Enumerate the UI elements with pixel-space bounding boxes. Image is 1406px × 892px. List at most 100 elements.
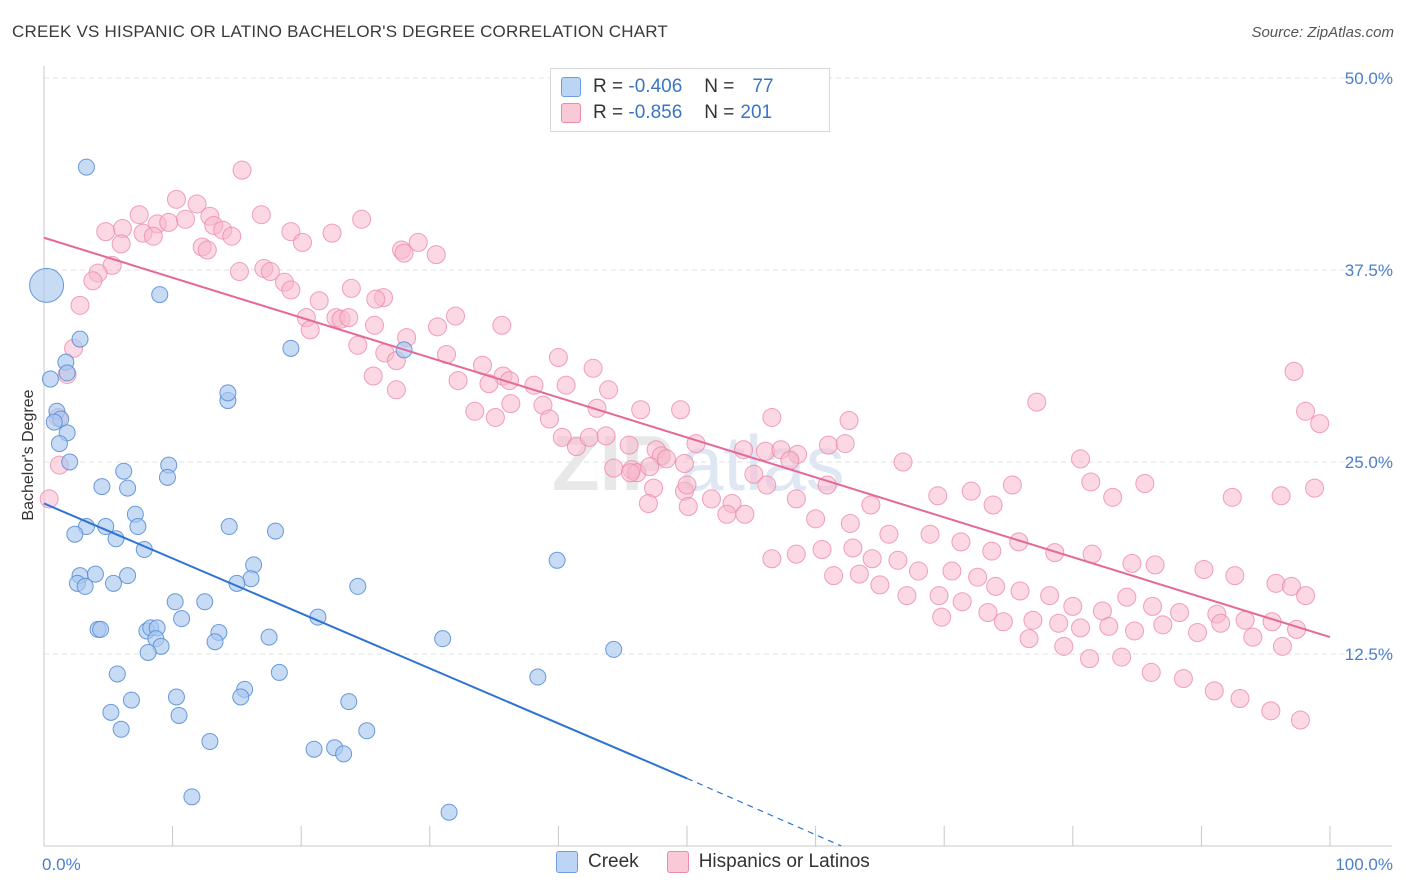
trend-line-hispanics	[43, 236, 1331, 639]
point-hispanics	[717, 504, 737, 524]
point-creek	[58, 364, 76, 382]
point-creek	[119, 567, 137, 585]
point-creek	[45, 413, 63, 431]
legend-r-value: -0.856	[628, 102, 683, 123]
point-hispanics	[1002, 475, 1022, 495]
point-creek	[50, 435, 68, 453]
point-hispanics	[566, 437, 586, 457]
legend-item-hispanics[interactable]: Hispanics or Latinos	[666, 851, 870, 873]
point-creek	[232, 688, 250, 706]
point-hispanics	[812, 540, 832, 560]
point-hispanics	[1284, 361, 1304, 381]
point-hispanics	[386, 380, 406, 400]
legend-r-label: R =	[593, 76, 624, 97]
point-hispanics	[83, 271, 103, 291]
point-hispanics	[479, 374, 499, 394]
point-hispanics	[640, 457, 660, 477]
point-hispanics	[1010, 581, 1030, 601]
point-hispanics	[539, 409, 559, 429]
trend-line-creek	[43, 502, 688, 780]
point-hispanics	[978, 603, 998, 623]
point-hispanics	[1040, 586, 1060, 606]
legend-n-label: N =	[704, 76, 735, 97]
point-creek	[166, 593, 184, 611]
point-hispanics	[762, 407, 782, 427]
point-hispanics	[843, 538, 863, 558]
point-creek	[71, 330, 89, 348]
legend-item-creek[interactable]: Creek	[556, 851, 639, 873]
point-hispanics	[835, 434, 855, 454]
point-hispanics	[260, 262, 280, 282]
point-hispanics	[1145, 555, 1165, 575]
point-hispanics	[1103, 487, 1123, 507]
point-hispanics	[1272, 636, 1292, 656]
point-hispanics	[232, 160, 252, 180]
point-hispanics	[292, 232, 312, 252]
point-hispanics	[1261, 701, 1281, 721]
point-hispanics	[448, 371, 468, 391]
point-hispanics	[187, 194, 207, 214]
point-hispanics	[309, 291, 329, 311]
point-hispanics	[861, 495, 881, 515]
point-creek	[29, 267, 65, 303]
point-hispanics	[929, 586, 949, 606]
point-hispanics	[1290, 710, 1310, 730]
point-hispanics	[678, 497, 698, 517]
point-creek	[139, 643, 157, 661]
point-hispanics	[166, 189, 186, 209]
point-hispanics	[1112, 647, 1132, 667]
point-hispanics	[159, 212, 179, 232]
point-hispanics	[677, 475, 697, 495]
point-hispanics	[1271, 486, 1291, 506]
point-creek	[245, 556, 263, 574]
point-hispanics	[839, 411, 859, 431]
legend-n-value: 201	[740, 102, 773, 123]
point-creek	[282, 339, 300, 357]
point-creek	[158, 468, 176, 486]
point-hispanics	[983, 495, 1003, 515]
point-creek	[358, 722, 376, 740]
point-hispanics	[1222, 487, 1242, 507]
point-creek	[183, 788, 201, 806]
point-hispanics	[492, 315, 512, 335]
point-hispanics	[674, 454, 694, 474]
x-tick-label: 100.0%	[1335, 855, 1393, 874]
point-hispanics	[818, 435, 838, 455]
point-hispanics	[701, 489, 721, 509]
legend-label-hispanics: Hispanics or Latinos	[698, 851, 870, 872]
point-hispanics	[762, 549, 782, 569]
point-hispanics	[1211, 613, 1231, 633]
point-hispanics	[197, 240, 217, 260]
point-hispanics	[1023, 610, 1043, 630]
point-creek	[434, 630, 452, 648]
legend-r-label: R =	[593, 102, 624, 123]
point-hispanics	[1281, 576, 1301, 596]
point-hispanics	[656, 449, 676, 469]
point-hispanics	[1135, 474, 1155, 494]
point-hispanics	[620, 463, 640, 483]
point-creek	[305, 740, 323, 758]
point-creek	[196, 593, 214, 611]
point-hispanics	[1243, 627, 1263, 647]
point-hispanics	[1099, 616, 1119, 636]
point-hispanics	[363, 366, 383, 386]
legend-label-creek: Creek	[588, 851, 639, 872]
y-tick-label: 37.5%	[1345, 261, 1393, 280]
point-hispanics	[96, 222, 116, 242]
y-tick-label: 25.0%	[1345, 453, 1393, 472]
point-hispanics	[1019, 629, 1039, 649]
point-hispanics	[1027, 392, 1047, 412]
point-creek	[548, 551, 566, 569]
point-hispanics	[446, 306, 466, 326]
point-hispanics	[1143, 596, 1163, 616]
point-creek	[220, 518, 238, 536]
y-tick-label: 50.0%	[1345, 69, 1393, 88]
point-creek	[77, 158, 95, 176]
axes	[43, 66, 1392, 847]
point-hispanics	[341, 278, 361, 298]
point-hispanics	[1009, 532, 1029, 552]
point-creek	[104, 574, 122, 592]
point-creek	[41, 370, 59, 388]
point-hispanics	[428, 317, 448, 337]
legend-swatch-creek	[561, 77, 581, 97]
